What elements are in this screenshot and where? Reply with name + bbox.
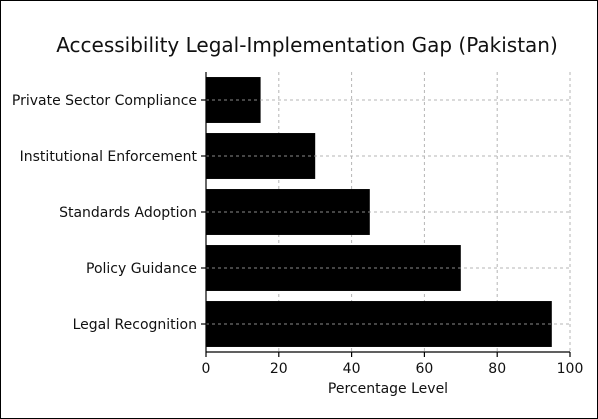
- x-axis-label: Percentage Level: [328, 381, 448, 397]
- bar: [206, 189, 370, 235]
- category-label: Standards Adoption: [59, 205, 197, 221]
- x-tick-labels: 0 20 40 60 80 100: [202, 361, 584, 377]
- category-label: Policy Guidance: [86, 261, 197, 277]
- x-tick-label: 20: [270, 361, 288, 377]
- x-tick-label: 60: [415, 361, 433, 377]
- category-label: Private Sector Compliance: [12, 93, 197, 109]
- y-tick-labels: Legal Recognition Policy Guidance Standard…: [12, 93, 198, 333]
- category-label: Institutional Enforcement: [20, 149, 198, 165]
- axes: [201, 72, 571, 357]
- bar-gridlines: [206, 99, 552, 325]
- category-label: Legal Recognition: [73, 317, 197, 333]
- bar: [206, 77, 261, 123]
- bar: [206, 301, 552, 347]
- bars: [206, 77, 552, 347]
- chart-title: Accessibility Legal-Implementation Gap (…: [56, 33, 558, 57]
- x-tick-label: 40: [343, 361, 361, 377]
- x-tick-label: 0: [202, 361, 211, 377]
- x-tick-label: 80: [488, 361, 506, 377]
- x-tick-label: 100: [557, 361, 584, 377]
